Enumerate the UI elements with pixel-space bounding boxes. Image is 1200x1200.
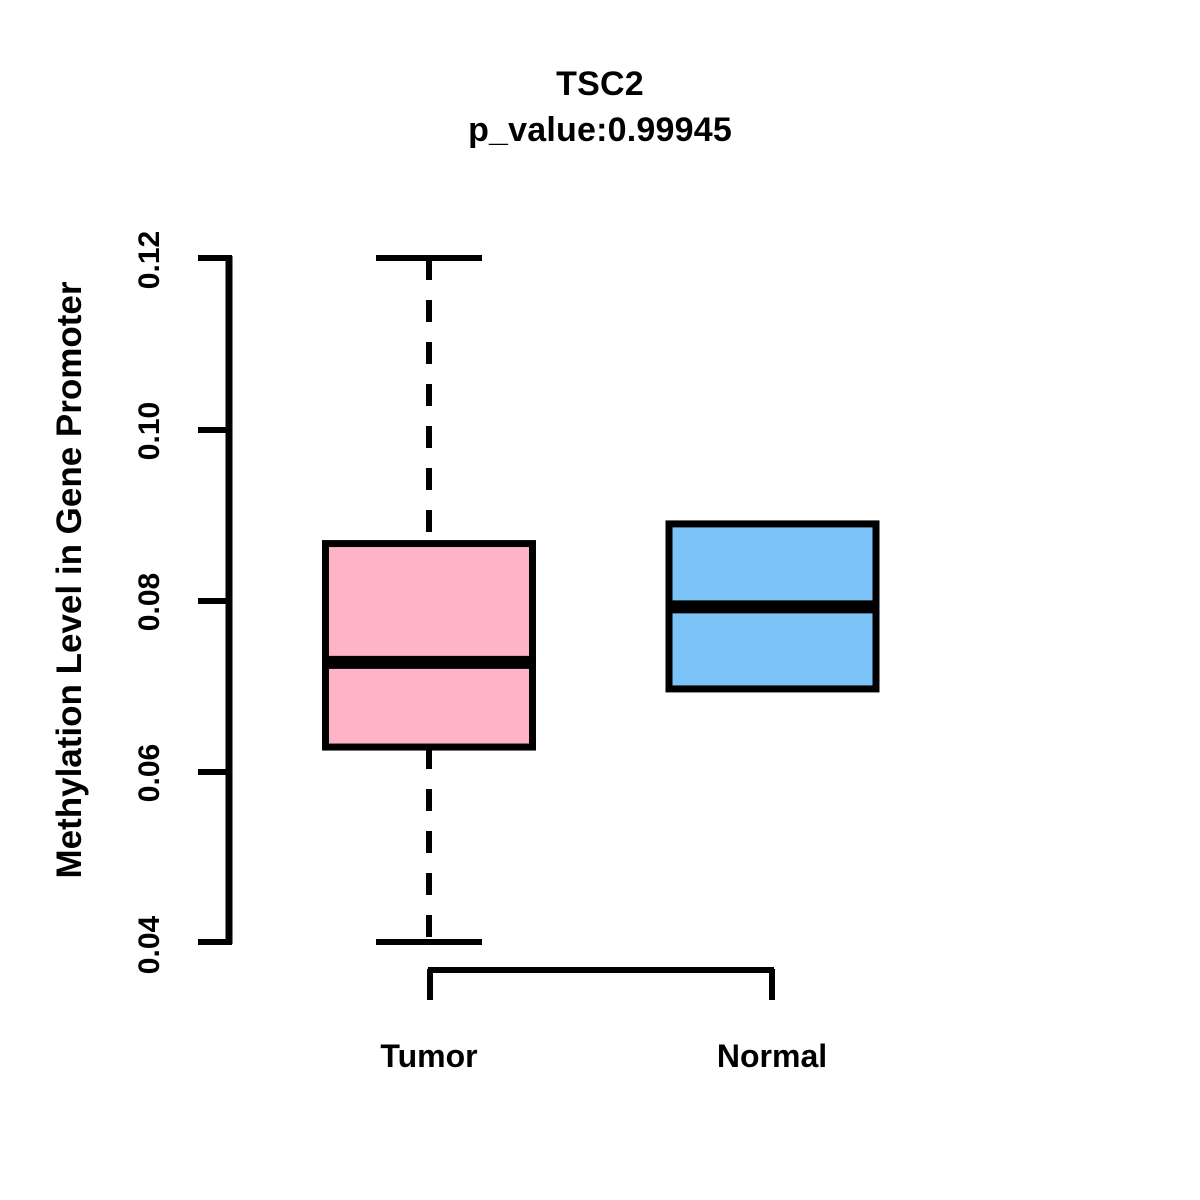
x-axis xyxy=(427,967,775,1000)
x-tick-label-normal: Normal xyxy=(716,1038,828,1074)
y-axis xyxy=(198,255,233,945)
x-tick-label-tumor: Tumor xyxy=(380,1038,478,1074)
tumor-box-rect xyxy=(322,540,536,751)
box-tumor xyxy=(322,255,536,945)
box-normal xyxy=(665,520,880,693)
figure-subtitle: p_value:0.99945 xyxy=(468,110,732,149)
page-title: TSC2 xyxy=(556,65,644,103)
figure-title-block: TSC2 p_value:0.99945 xyxy=(0,62,1200,154)
